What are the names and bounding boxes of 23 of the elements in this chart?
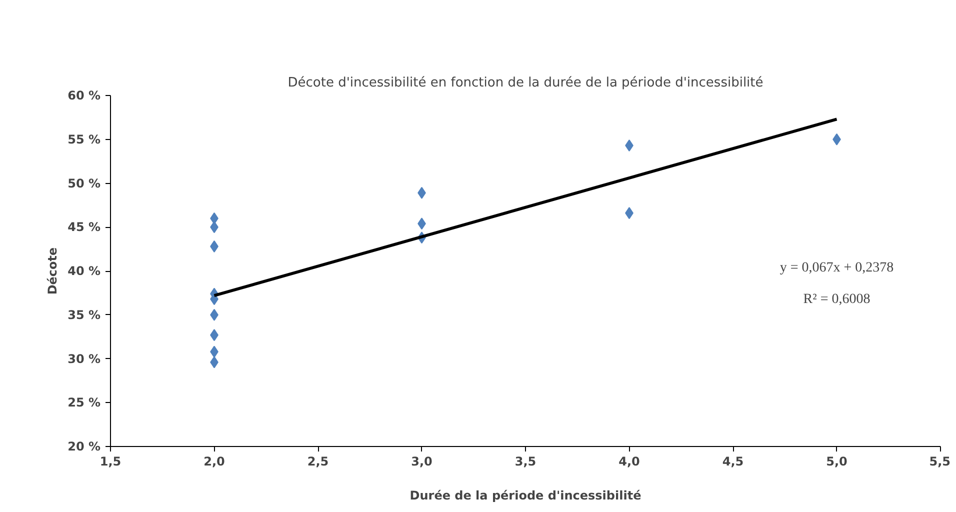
y-tick-label: 30 % bbox=[68, 352, 101, 366]
y-axis-title: Décote bbox=[46, 247, 60, 295]
y-tick-label: 45 % bbox=[68, 220, 101, 234]
y-tick-label: 40 % bbox=[68, 264, 101, 278]
chart-title: Décote d'incessibilité en fonction de la durée de la période d'incessibilité bbox=[288, 76, 764, 90]
x-tick-label: 3,5 bbox=[514, 454, 536, 468]
y-tick-label: 35 % bbox=[68, 308, 101, 322]
x-tick-label: 3,0 bbox=[411, 454, 432, 468]
x-tick-label: 2,5 bbox=[307, 454, 329, 468]
x-tick-label: 1,5 bbox=[100, 454, 122, 468]
x-tick-label: 4,0 bbox=[618, 454, 640, 468]
y-tick-label: 50 % bbox=[68, 176, 101, 190]
annotation: R² = 0,6008 bbox=[803, 292, 870, 307]
x-tick-label: 5,0 bbox=[826, 454, 848, 468]
x-axis-title: Durée de la période d'incessibilité bbox=[410, 488, 642, 502]
annotation: y = 0,067x + 0,2378 bbox=[780, 260, 894, 276]
x-tick-label: 4,5 bbox=[722, 454, 744, 468]
y-tick-label: 20 % bbox=[68, 440, 101, 454]
y-tick-label: 25 % bbox=[68, 396, 101, 410]
y-tick-label: 55 % bbox=[68, 132, 101, 146]
x-tick-label: 5,5 bbox=[929, 454, 951, 468]
x-tick-label: 2,0 bbox=[204, 454, 225, 468]
y-tick-label: 60 % bbox=[68, 88, 101, 102]
